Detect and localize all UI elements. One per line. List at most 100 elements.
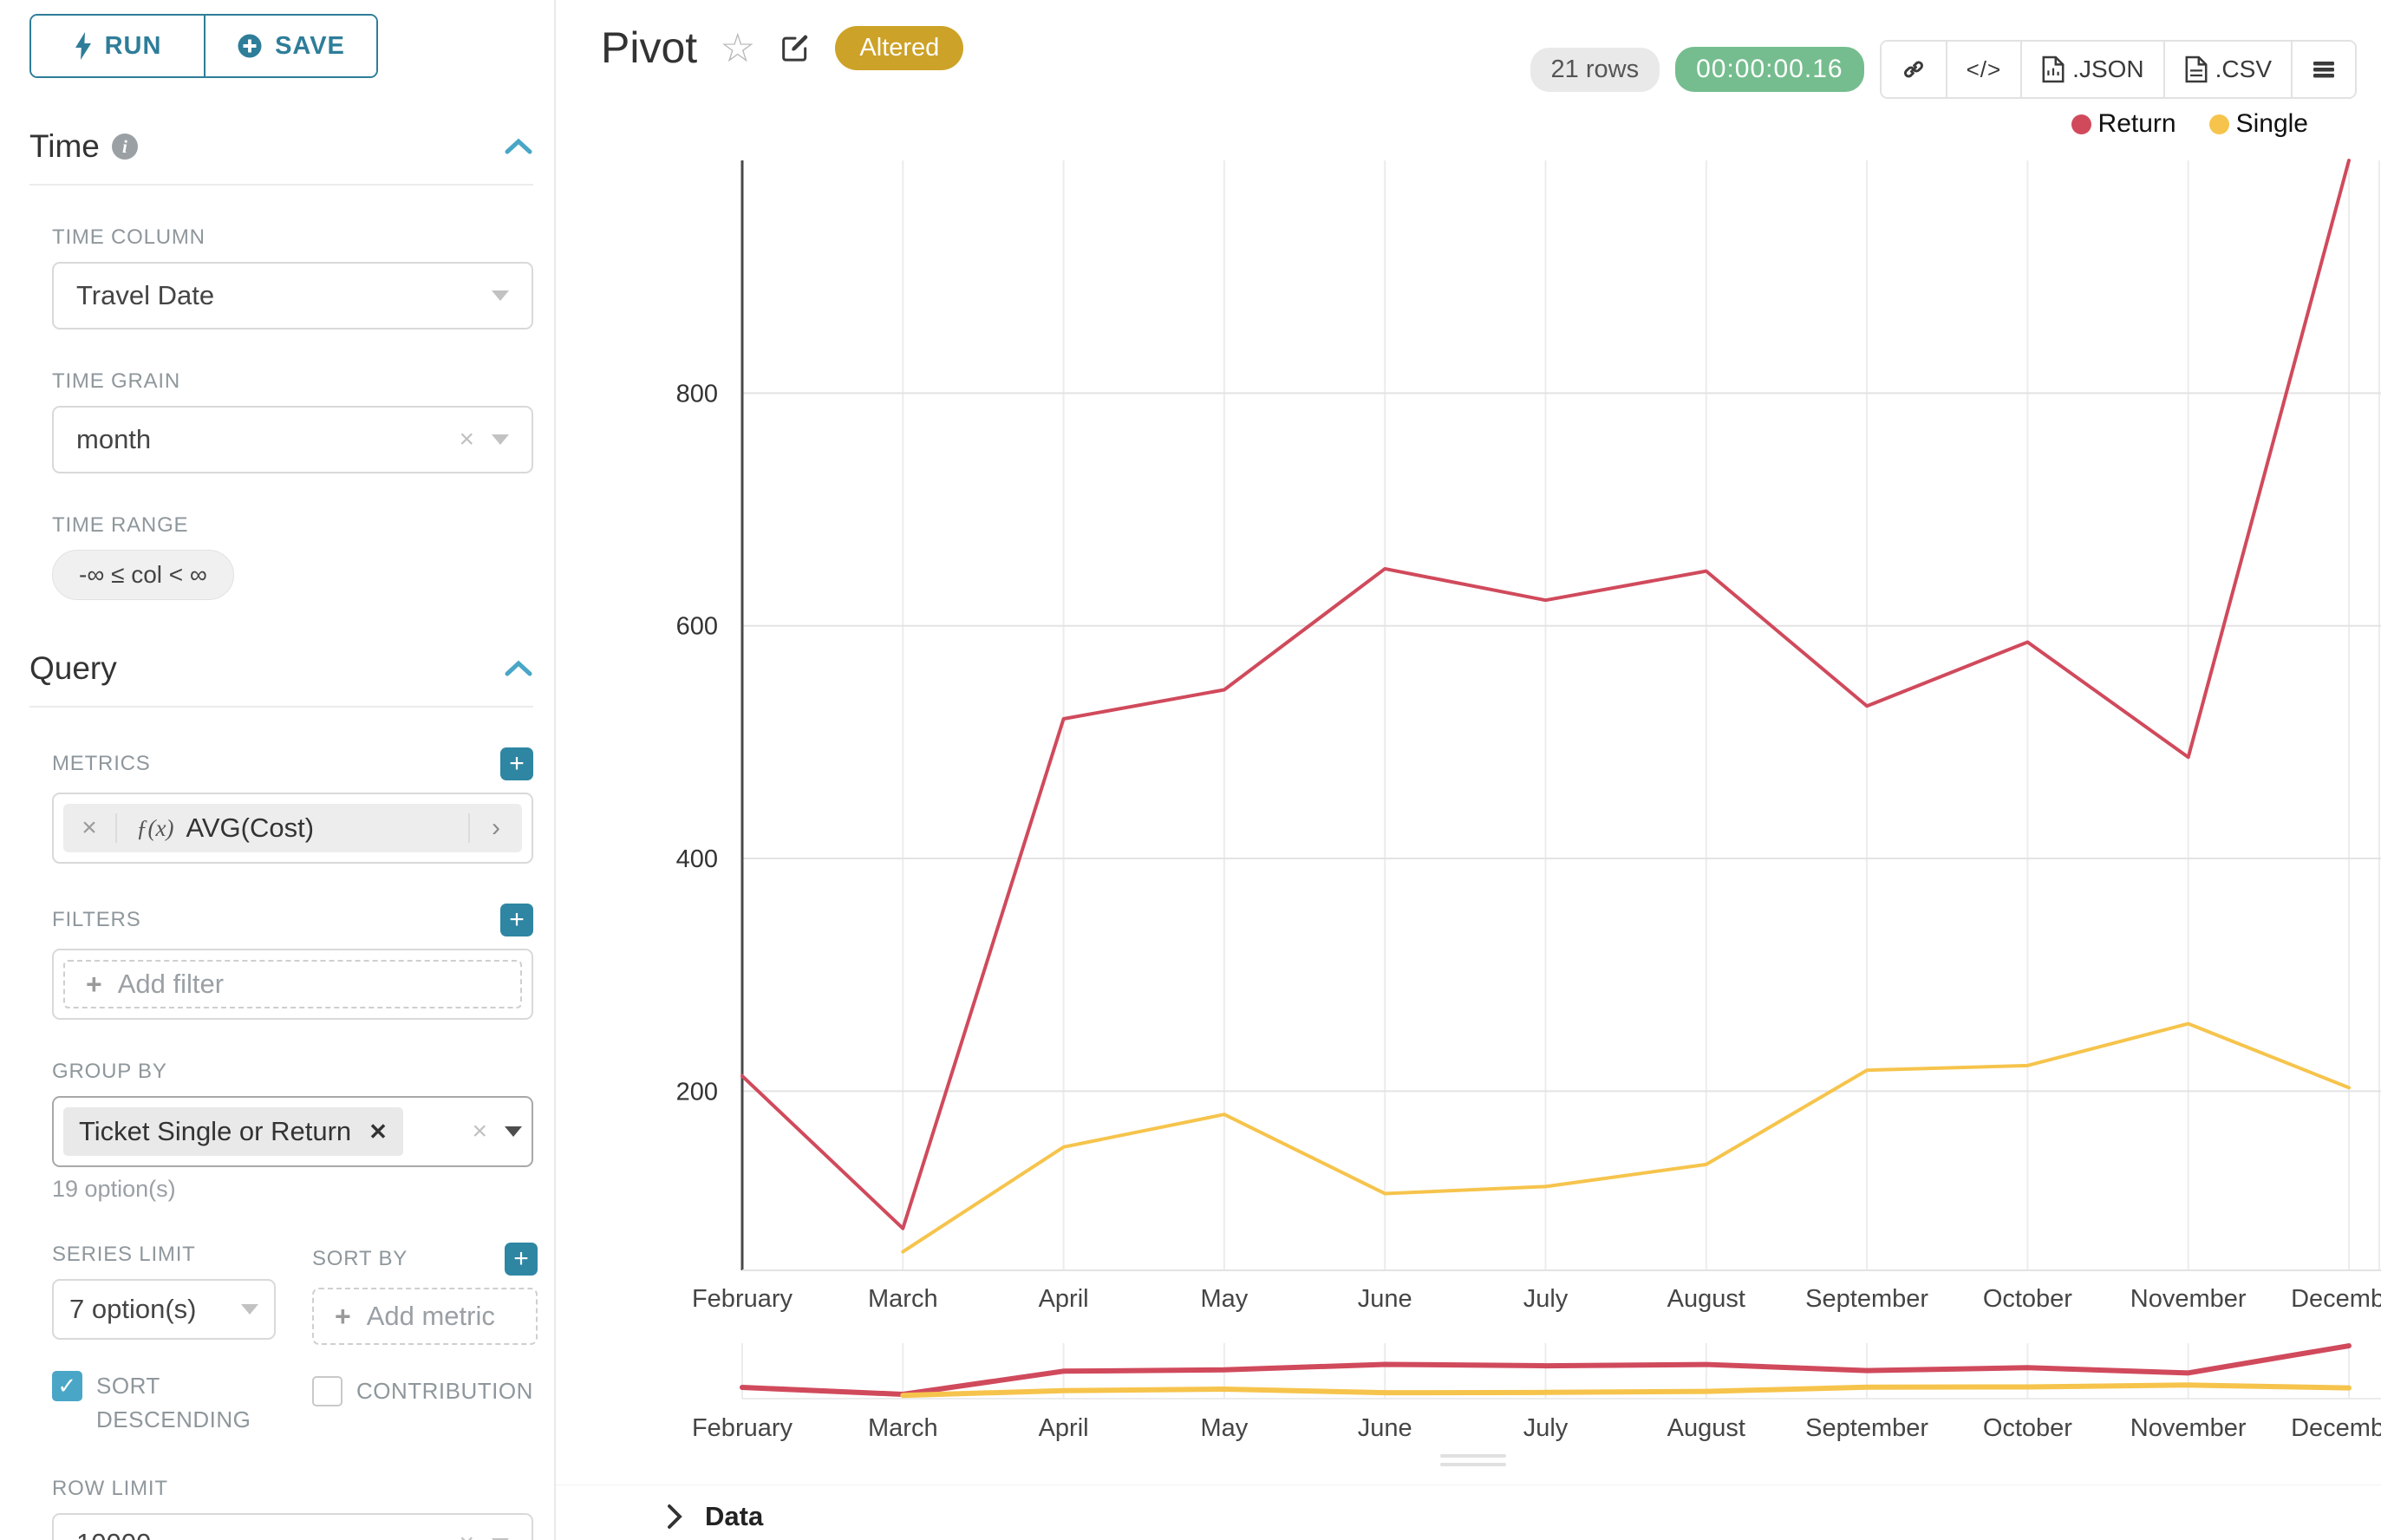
clear-icon[interactable]: ×: [472, 1117, 487, 1145]
query-section-header[interactable]: Query: [29, 650, 533, 687]
time-section-header[interactable]: Time i: [29, 128, 533, 165]
svg-text:200: 200: [676, 1078, 718, 1106]
time-range-label: TIME RANGE: [52, 513, 189, 537]
add-sort-metric-button[interactable]: +: [505, 1243, 538, 1276]
plus-icon: +: [335, 1300, 351, 1332]
chart-panel: Pivot ☆ Altered 21 rows 00:00:00.16 </> …: [556, 0, 2381, 1540]
plus-icon: +: [86, 968, 102, 1000]
svg-text:400: 400: [676, 845, 718, 873]
contribution-checkbox[interactable]: [312, 1376, 342, 1406]
add-filter-button[interactable]: +: [500, 904, 533, 936]
plus-circle-icon: [238, 34, 262, 58]
chevron-up-icon[interactable]: [504, 659, 533, 678]
query-section-title: Query: [29, 650, 117, 686]
export-csv-button[interactable]: .CSV: [2162, 42, 2291, 97]
svg-text:December: December: [2291, 1414, 2381, 1442]
csv-label: .CSV: [2215, 55, 2272, 82]
chevron-down-icon: [492, 1538, 509, 1540]
menu-icon: [2313, 62, 2334, 78]
remove-metric-icon[interactable]: ×: [63, 813, 117, 843]
row-limit-select[interactable]: 10000 ×: [52, 1513, 533, 1540]
sort-descending-checkbox[interactable]: ✓: [52, 1371, 82, 1401]
run-button[interactable]: RUN: [31, 16, 204, 76]
query-timer-badge: 00:00:00.16: [1675, 47, 1864, 92]
chevron-down-icon: [492, 290, 509, 301]
export-toolbar: </> .JSON .CSV: [1879, 40, 2357, 99]
series-limit-select[interactable]: 7 option(s): [52, 1279, 276, 1340]
svg-text:September: September: [1805, 1414, 1928, 1442]
svg-text:April: April: [1039, 1285, 1089, 1313]
legend-item-return[interactable]: Return: [2071, 109, 2176, 139]
svg-text:November: November: [2130, 1285, 2247, 1313]
group-by-label: GROUP BY: [52, 1060, 167, 1083]
info-icon[interactable]: i: [111, 134, 138, 160]
embed-code-button[interactable]: </>: [1945, 42, 2021, 97]
group-by-tag[interactable]: Ticket Single or Return ✕: [63, 1107, 403, 1156]
time-column-select[interactable]: Travel Date: [52, 262, 533, 330]
time-column-value: Travel Date: [76, 280, 215, 310]
chevron-right-icon: [668, 1504, 682, 1529]
filters-box: + Add filter: [52, 949, 533, 1020]
time-grain-select[interactable]: month ×: [52, 406, 533, 473]
legend-item-single[interactable]: Single: [2208, 109, 2308, 139]
favorite-star-icon[interactable]: ☆: [720, 25, 756, 70]
svg-text:July: July: [1523, 1285, 1569, 1313]
section-divider: [29, 184, 533, 186]
function-icon: ƒ(x): [136, 814, 174, 841]
metrics-label: METRICS: [52, 752, 151, 775]
altered-badge: Altered: [835, 25, 964, 70]
svg-text:February: February: [692, 1414, 793, 1442]
svg-text:August: August: [1667, 1414, 1745, 1442]
svg-text:March: March: [868, 1285, 938, 1313]
metric-pill[interactable]: × ƒ(x) AVG(Cost) ›: [63, 804, 522, 852]
chevron-down-icon: [241, 1304, 258, 1315]
contribution-label: CONTRIBUTION: [356, 1378, 533, 1404]
time-grain-value: month: [76, 424, 152, 454]
chevron-up-icon[interactable]: [504, 137, 533, 156]
line-chart[interactable]: 200 400 600 800 February March April May June Jul…: [556, 0, 2381, 1540]
svg-text:June: June: [1358, 1285, 1412, 1313]
legend-dot-single: [2208, 114, 2229, 134]
legend-dot-return: [2071, 114, 2091, 134]
time-column-label: TIME COLUMN: [52, 225, 205, 249]
chevron-down-icon: [492, 434, 509, 445]
add-metric-button[interactable]: +: [500, 747, 533, 780]
svg-text:May: May: [1201, 1285, 1249, 1313]
chevron-down-icon: [505, 1126, 522, 1137]
row-limit-label: ROW LIMIT: [52, 1477, 168, 1500]
remove-tag-icon[interactable]: ✕: [369, 1118, 388, 1145]
save-button[interactable]: SAVE: [204, 16, 376, 76]
add-filter-dropzone[interactable]: + Add filter: [63, 960, 522, 1008]
group-by-select[interactable]: Ticket Single or Return ✕ ×: [52, 1096, 533, 1167]
panel-resize-handle[interactable]: [1440, 1454, 1506, 1471]
share-link-button[interactable]: [1881, 42, 1946, 97]
chart-title: Pivot: [601, 23, 698, 72]
more-options-button[interactable]: [2291, 42, 2355, 97]
group-by-tag-label: Ticket Single or Return: [79, 1116, 352, 1146]
edit-title-icon[interactable]: [778, 30, 812, 65]
svg-text:September: September: [1805, 1285, 1928, 1313]
export-json-button[interactable]: .JSON: [2020, 42, 2163, 97]
legend-label-return: Return: [2097, 109, 2176, 138]
svg-text:600: 600: [676, 613, 718, 641]
series-limit-value: 7 option(s): [69, 1294, 197, 1324]
json-file-icon: [2042, 55, 2065, 83]
svg-text:March: March: [868, 1414, 938, 1442]
add-filter-placeholder: Add filter: [117, 969, 225, 999]
time-range-pill[interactable]: -∞ ≤ col < ∞: [52, 550, 234, 600]
svg-text:October: October: [1983, 1414, 2072, 1442]
clear-icon[interactable]: ×: [459, 425, 474, 454]
clear-icon[interactable]: ×: [459, 1530, 474, 1540]
sort-by-label: SORT BY: [312, 1247, 408, 1270]
add-metric-placeholder: Add metric: [366, 1301, 495, 1331]
add-sort-metric-dropzone[interactable]: + Add metric: [312, 1288, 538, 1345]
lightning-bolt-icon: [75, 32, 91, 60]
save-button-label: SAVE: [275, 31, 345, 60]
series-limit-label: SERIES LIMIT: [52, 1243, 196, 1266]
run-button-label: RUN: [104, 31, 162, 60]
chevron-right-icon[interactable]: ›: [468, 813, 522, 843]
data-panel-toggle[interactable]: Data: [667, 1501, 2381, 1532]
time-grain-label: TIME GRAIN: [52, 369, 181, 393]
link-icon: [1903, 61, 1923, 78]
